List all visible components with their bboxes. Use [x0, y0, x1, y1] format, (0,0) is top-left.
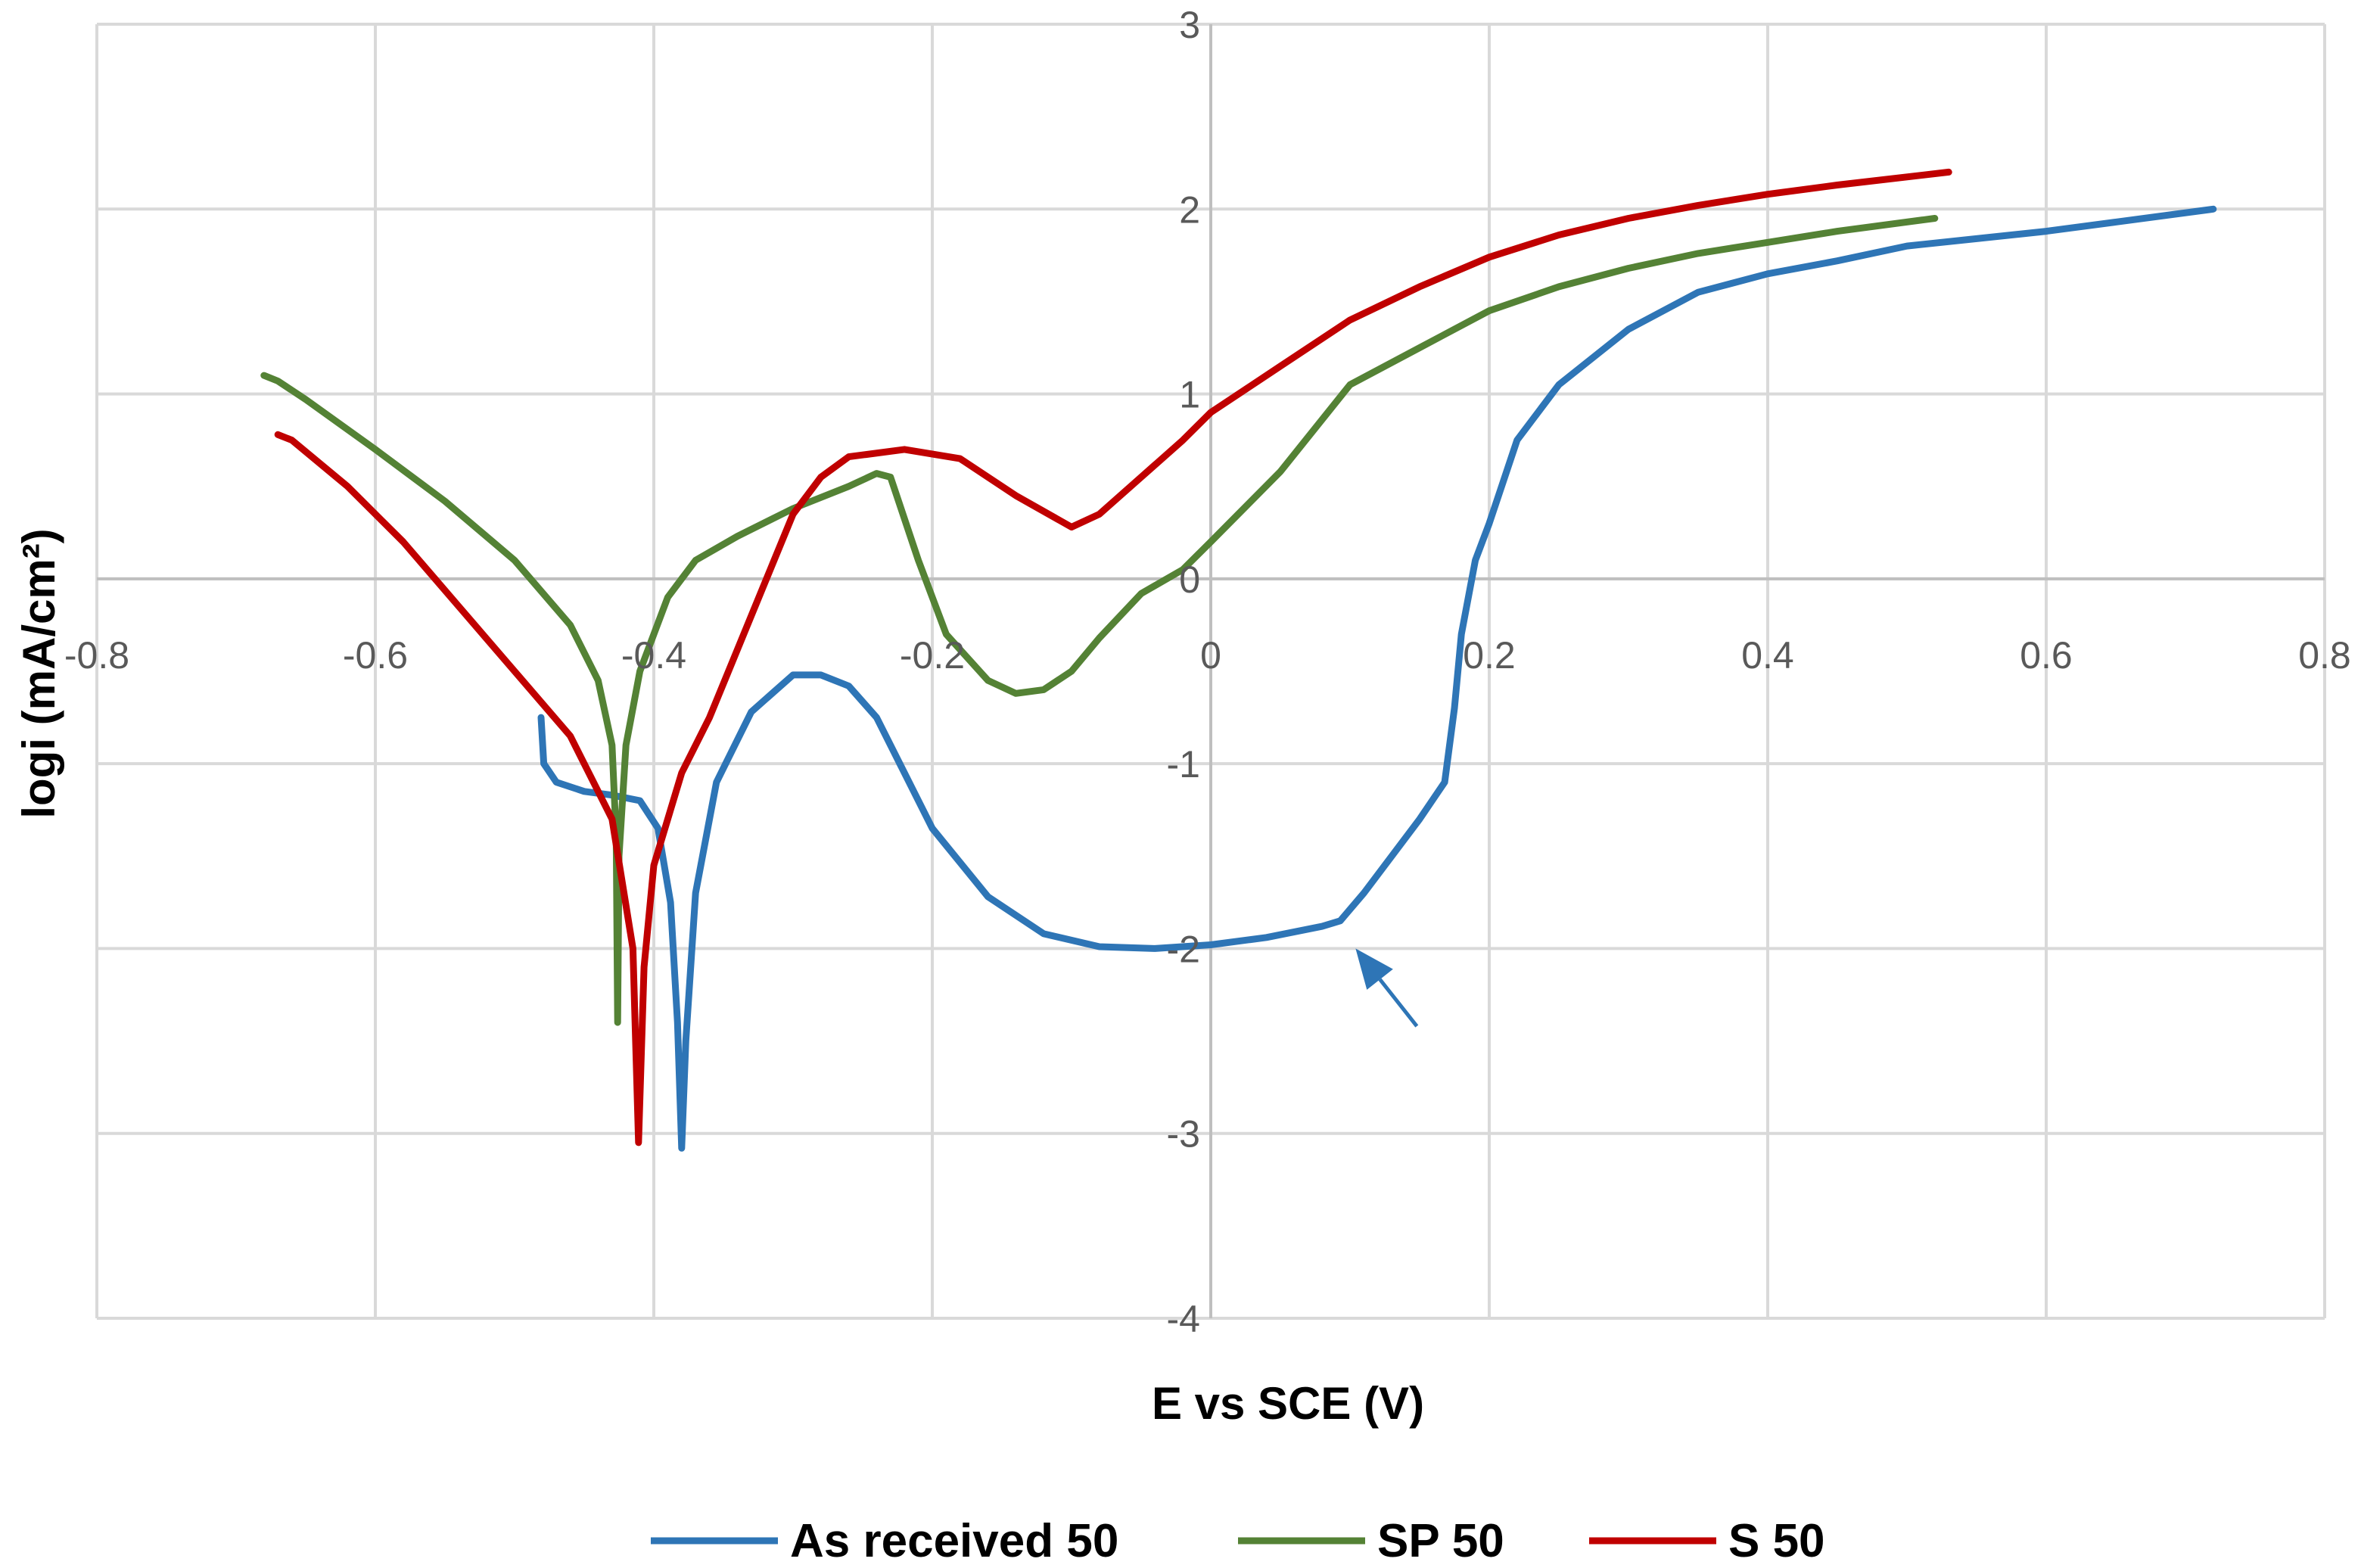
annotation-arrow-shaft [1378, 978, 1419, 1028]
legend-label: As received 50 [790, 1515, 1118, 1567]
series-group [260, 168, 2217, 1152]
x-tick-label: 0.8 [2298, 634, 2351, 677]
annotation-arrow-head [1355, 948, 1393, 990]
x-tick-label: 0 [1200, 634, 1221, 677]
y-tick-label: -4 [1167, 1298, 1200, 1340]
y-tick-label: 3 [1179, 4, 1200, 46]
x-tick-label: 0.2 [1463, 634, 1516, 677]
series-line [274, 168, 1952, 1146]
y-tick-label: 1 [1179, 374, 1200, 416]
y-axis-title: logi (mA/cm²) [14, 528, 64, 818]
x-tick-label: 0.4 [1741, 634, 1794, 677]
y-tick-label: -3 [1167, 1113, 1200, 1156]
y-tick-label: -1 [1167, 743, 1200, 786]
legend-label: S 50 [1728, 1515, 1825, 1567]
series-line [260, 215, 1939, 1026]
y-tick-label: 2 [1179, 188, 1200, 231]
x-tick-label: -0.4 [621, 634, 686, 677]
x-tick-label: -0.6 [343, 634, 408, 677]
axes [97, 24, 2325, 1318]
x-tick-label: -0.8 [64, 634, 129, 677]
series-line [537, 205, 2217, 1152]
legend: As received 50 SP 50 S 50 [651, 1515, 1825, 1567]
x-axis-title: E vs SCE (V) [1152, 1378, 1424, 1429]
legend-label: SP 50 [1377, 1515, 1504, 1567]
tick-labels: -0.8 -0.6 -0.4 -0.2 0 0.2 0.4 0.6 0.8 -4 -3 -2 -1 0 1 2… [64, 4, 2351, 1340]
x-tick-label: -0.2 [900, 634, 965, 677]
y-tick-label: -2 [1167, 928, 1200, 970]
y-tick-label: 0 [1179, 558, 1200, 601]
x-tick-label: 0.6 [2020, 634, 2073, 677]
annotations [1355, 948, 1419, 1028]
